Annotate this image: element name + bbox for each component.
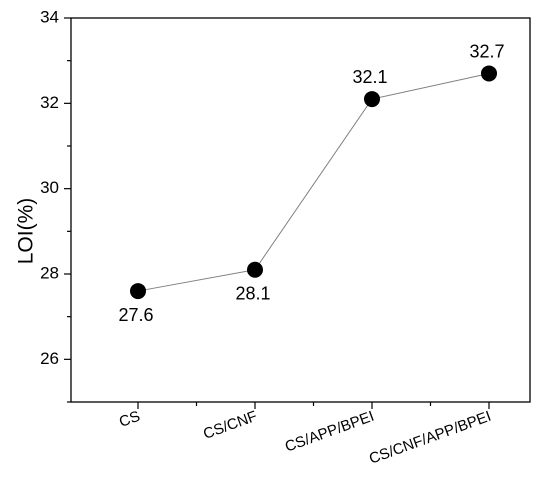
series-line [137, 72, 490, 292]
y-axis-ticks: 26 28 30 32 34 [40, 7, 71, 403]
data-label: 32.7 [469, 41, 504, 61]
y-tick-label: 32 [40, 93, 59, 112]
x-category-label: CS/CNF/APP/BPEI [367, 408, 493, 468]
data-point [247, 261, 263, 278]
x-category-label: CS/CNF [201, 408, 259, 443]
x-category-label: CS [117, 408, 142, 431]
data-markers [130, 65, 497, 300]
y-tick-label: 28 [40, 263, 59, 282]
data-point [481, 65, 497, 82]
data-point [130, 283, 146, 300]
data-labels: 27.6 28.1 32.1 32.7 [118, 41, 504, 325]
plot-frame [70, 17, 531, 403]
y-tick-label: 34 [40, 7, 59, 26]
data-label: 28.1 [235, 284, 270, 304]
y-tick-label: 30 [40, 178, 59, 197]
data-point [364, 91, 380, 108]
plot-border [70, 17, 531, 403]
data-label: 27.6 [118, 305, 153, 325]
data-label: 32.1 [352, 67, 387, 87]
x-category-label: CS/APP/BPEI [283, 408, 377, 456]
y-axis-title: LOI(%) [15, 198, 38, 265]
series-polyline [137, 72, 490, 292]
y-tick-label: 26 [40, 349, 59, 368]
